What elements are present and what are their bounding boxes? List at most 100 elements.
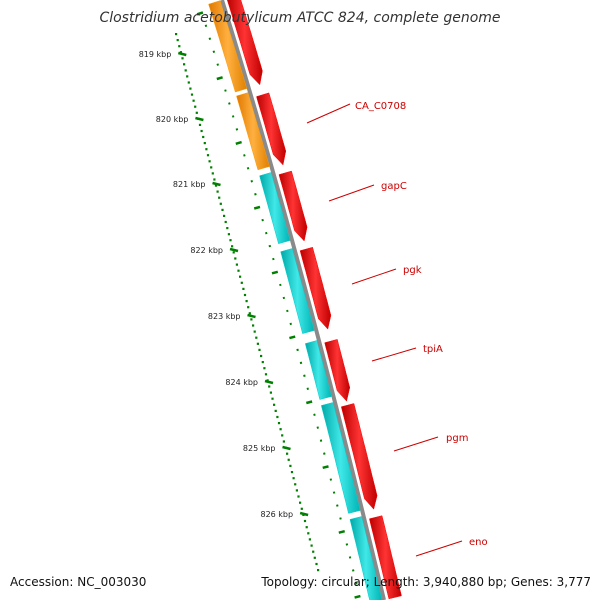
- kbp-dot: [282, 440, 285, 443]
- kbp-dot: [198, 123, 202, 126]
- kbp-dot: [263, 367, 266, 370]
- kbp-dot: [317, 569, 320, 572]
- kbp-dot: [176, 39, 179, 42]
- gene-leader-line: [371, 347, 417, 362]
- tick-mark: [254, 193, 257, 196]
- kbp-dot: [294, 483, 297, 486]
- tick-mark: [264, 231, 268, 235]
- tick-mark: [231, 115, 235, 118]
- tick-mark: [322, 465, 329, 470]
- tick-mark: [336, 504, 339, 507]
- kbp-dot: [243, 293, 247, 297]
- kbp-dot: [305, 526, 308, 529]
- kbp-dot: [229, 239, 232, 242]
- kbp-dot: [219, 202, 222, 205]
- kbp-label: 821 kbp: [173, 180, 206, 189]
- kbp-dot: [303, 519, 307, 523]
- kbp-dot: [277, 422, 281, 425]
- cds-arrow: [299, 246, 332, 330]
- kbp-label: 824 kbp: [225, 378, 258, 387]
- genome-backbone: [220, 0, 386, 600]
- accession-text: Accession: NC_003030: [10, 575, 147, 589]
- tick-mark: [329, 478, 333, 481]
- gene-band: [349, 516, 383, 600]
- tick-mark: [196, 11, 204, 16]
- tick-mark: [319, 439, 323, 442]
- gene-leader-line: [415, 540, 463, 557]
- kbp-dot: [237, 269, 240, 272]
- kbp-dot: [213, 178, 216, 181]
- tick-mark: [289, 322, 293, 326]
- kbp-label: 819 kbp: [139, 50, 172, 59]
- kbp-dot: [287, 458, 290, 461]
- tick-mark: [299, 361, 303, 365]
- tick-mark: [235, 140, 242, 145]
- tick-mark: [212, 181, 221, 187]
- tick-mark: [228, 102, 231, 105]
- kbp-dot: [194, 105, 197, 108]
- kbp-dot: [261, 361, 264, 364]
- gene-label-tpia: tpiA: [423, 344, 443, 355]
- kbp-dot: [214, 184, 218, 187]
- topology-text: Topology: circular; Length: 3,940,880 bp…: [261, 575, 591, 589]
- kbp-dot: [268, 385, 271, 388]
- kbp-dot: [192, 99, 195, 102]
- kbp-dot: [208, 160, 211, 163]
- gene-label-ca-c0708: CA_C0708: [355, 101, 406, 112]
- tick-mark: [229, 247, 239, 253]
- kbp-dot: [312, 550, 315, 553]
- kbp-dot: [289, 464, 292, 467]
- tick-mark: [348, 556, 352, 559]
- tick-mark: [208, 37, 212, 40]
- kbp-dot: [276, 415, 279, 419]
- kbp-dot: [308, 538, 311, 541]
- kbp-dot: [226, 227, 229, 230]
- tick-mark: [216, 76, 223, 81]
- gene-leader-line: [351, 268, 397, 285]
- tick-mark: [316, 426, 319, 429]
- kbp-dot: [181, 57, 184, 60]
- tick-mark: [224, 89, 227, 92]
- tick-mark: [247, 313, 256, 319]
- map-title: Clostridium acetobutylicum ATCC 824, com…: [99, 10, 501, 26]
- kbp-dot: [300, 507, 303, 510]
- kbp-dot: [271, 397, 274, 400]
- kbp-dot: [242, 287, 245, 290]
- kbp-dot: [269, 391, 272, 394]
- kbp-dot: [245, 300, 248, 303]
- gene-label-gapc: gapC: [381, 181, 407, 192]
- tick-mark: [306, 387, 309, 390]
- gene-label-eno: eno: [469, 537, 488, 548]
- kbp-dot: [310, 544, 313, 547]
- kbp-dot: [292, 477, 295, 480]
- kbp-dot: [295, 489, 298, 492]
- tick-mark: [296, 348, 299, 352]
- kbp-label: 825 kbp: [243, 444, 276, 453]
- cds-arrow: [227, 0, 263, 86]
- kbp-dot: [195, 111, 198, 114]
- kbp-dot: [218, 196, 221, 199]
- kbp-dot: [260, 354, 263, 358]
- kbp-dot: [175, 33, 178, 36]
- kbp-dot: [239, 275, 242, 278]
- tick-mark: [216, 63, 220, 66]
- kbp-dot: [203, 142, 206, 145]
- gene-band: [259, 172, 291, 245]
- gene-band: [304, 340, 332, 400]
- tick-mark: [246, 167, 250, 170]
- kbp-dot: [281, 434, 284, 437]
- tick-mark: [271, 270, 279, 275]
- kbp-dot: [216, 190, 219, 193]
- cds-arrow: [369, 515, 402, 600]
- gene-label-pgm: pgm: [446, 433, 468, 444]
- tick-mark: [332, 491, 336, 494]
- kbp-dot: [258, 348, 261, 351]
- kbp-dot: [273, 403, 276, 406]
- tick-mark: [323, 452, 326, 455]
- gene-labels: CA_C0708 gapC pgk tpiA pgm eno: [306, 101, 488, 557]
- tick-mark: [235, 128, 239, 131]
- tick-mark: [177, 51, 187, 57]
- gene-band: [208, 0, 248, 93]
- gene-label-pgk: pgk: [403, 265, 422, 276]
- tick-mark: [212, 50, 216, 53]
